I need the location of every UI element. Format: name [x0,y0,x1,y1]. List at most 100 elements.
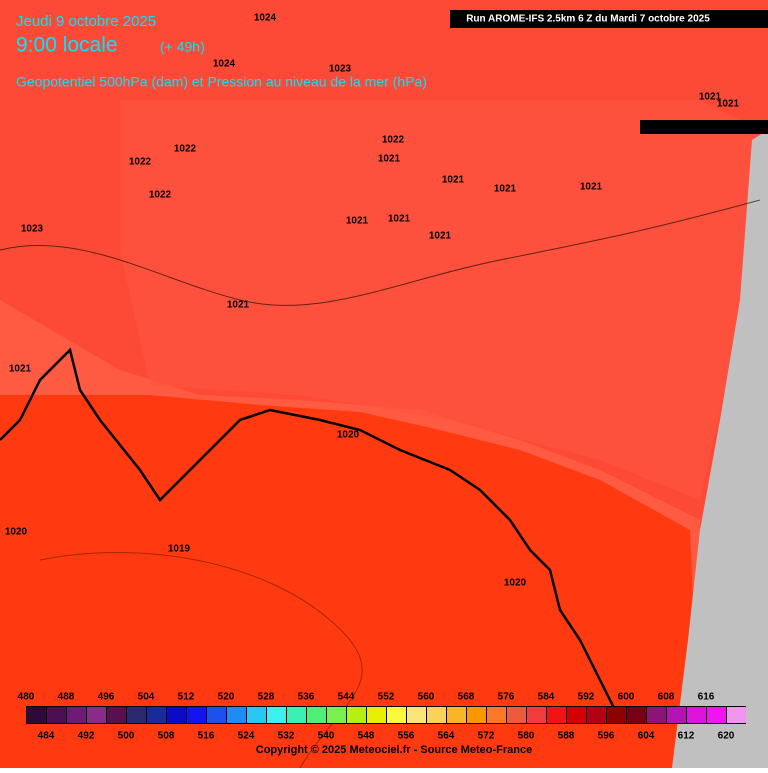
colorbar-swatch [307,707,326,723]
colorbar-label: 548 [358,731,375,742]
colorbar-swatch [247,707,266,723]
footer: Copyright © 2025 Meteociel.fr - Source M… [256,744,532,756]
isobar-label: 1020 [5,527,28,538]
colorbar-label: 484 [38,731,55,742]
colorbar-label: 604 [638,731,655,742]
colorbar-swatch [687,707,706,723]
colorbar-label: 540 [318,731,335,742]
isobar-label: 1021 [429,231,452,242]
run-box [450,10,768,28]
colorbar-label: 536 [298,692,315,703]
colorbar-swatch [327,707,346,723]
isobar-label: 1019 [168,544,191,555]
colorbar-swatch [647,707,666,723]
isobar-label: 1021 [494,184,517,195]
isobar-label: 1021 [699,92,722,103]
colorbar-label: 580 [518,731,535,742]
time: 9:00 locale [16,34,118,57]
colorbar-label: 504 [138,692,155,703]
colorbar-label: 600 [618,692,635,703]
date: Jeudi 9 octobre 2025 [16,13,156,30]
colorbar-swatch [607,707,626,723]
colorbar-swatch [567,707,586,723]
colorbar-swatch [207,707,226,723]
isobar-label: 1022 [382,135,405,146]
colorbar-swatch [27,707,46,723]
colorbar-swatch [287,707,306,723]
colorbar-label: 524 [238,731,255,742]
colorbar-label: 572 [478,731,495,742]
colorbar-swatch [667,707,686,723]
colorbar-swatch [447,707,466,723]
colorbar-swatch [587,707,606,723]
colorbar-label: 556 [398,731,415,742]
colorbar-swatch [267,707,286,723]
colorbar-label: 480 [18,692,35,703]
colorbar-label: 584 [538,692,555,703]
colorbar-swatch [507,707,526,723]
isobar-label: 1021 [717,99,740,110]
colorbar-label: 500 [118,731,135,742]
colorbar-swatch [367,707,386,723]
colorbar-label: 520 [218,692,235,703]
colorbar-swatch [167,707,186,723]
isobar [0,199,761,306]
colorbar-swatch [527,707,546,723]
field-lower [0,395,700,768]
colorbar-swatch [727,707,746,723]
isobar-label: 1023 [329,64,352,75]
isobar-label: 1022 [149,190,172,201]
colorbar-swatch [627,707,646,723]
colorbar-label: 620 [718,731,735,742]
colorbar-label: 492 [78,731,95,742]
colorbar-swatch [107,707,126,723]
colorbar-label: 516 [198,731,215,742]
colorbar-label: 612 [678,731,695,742]
colorbar-label: 568 [458,692,475,703]
title: Geopotentiel 500hPa (dam) et Pression au… [16,74,427,90]
isobar-label: 1023 [21,224,44,235]
colorbar-swatch [427,707,446,723]
colorbar-label: 528 [258,692,275,703]
field-light [120,100,760,500]
isobar-label: 1021 [9,364,32,375]
colorbar-label: 544 [338,692,355,703]
colorbar-swatch [187,707,206,723]
colorbar-label: 532 [278,731,295,742]
outside-domain [672,0,768,768]
isobar-label: 1021 [227,300,250,311]
isobar-label: 1022 [129,157,152,168]
isobar-label: 1024 [213,59,236,70]
colorbar-label: 592 [578,692,595,703]
colorbar-swatch [707,707,726,723]
isobar-label: 1021 [378,154,401,165]
edge-band [640,120,768,134]
colorbar-swatch [487,707,506,723]
isobar-label: 1021 [580,182,603,193]
colorbar-label: 552 [378,692,395,703]
isobar-label: 1024 [254,13,277,24]
colorbar-swatch [547,707,566,723]
colorbar-label: 564 [438,731,455,742]
colorbar-swatch [347,707,366,723]
isobar-label: 1020 [504,578,527,589]
isobar-label: 1020 [337,430,360,441]
colorbar-label: 588 [558,731,575,742]
isobar-label: 1021 [388,214,411,225]
lead: (+ 49h) [160,39,205,55]
colorbar-label: 560 [418,692,435,703]
colorbar-label: 616 [698,692,715,703]
colorbar-swatch [407,707,426,723]
colorbar-label: 596 [598,731,615,742]
colorbar-swatch [67,707,86,723]
colorbar-swatch [467,707,486,723]
colorbar-label: 512 [178,692,195,703]
coastline [0,347,622,721]
colorbar-label: 576 [498,692,515,703]
colorbar-swatch [147,707,166,723]
colorbar-swatch [87,707,106,723]
colorbar-swatch [227,707,246,723]
colorbar-label: 496 [98,692,115,703]
colorbar-swatch [47,707,66,723]
